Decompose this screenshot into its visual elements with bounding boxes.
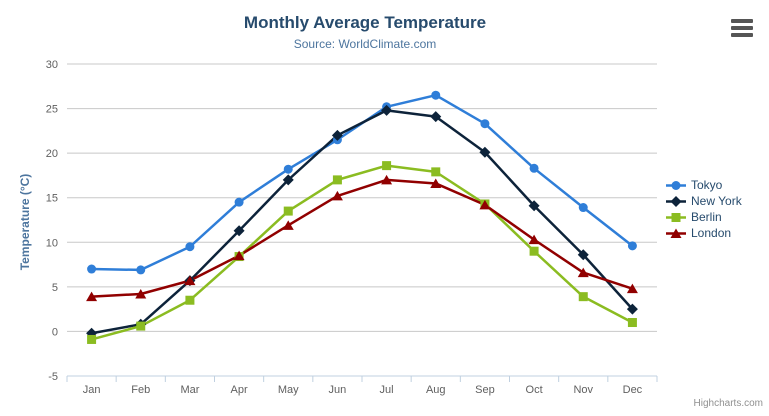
marker-london-may[interactable] xyxy=(282,220,294,230)
x-axis-label: Mar xyxy=(180,384,199,396)
marker-london-dec[interactable] xyxy=(626,283,638,294)
marker-tokyo-mar[interactable] xyxy=(185,242,195,252)
hamburger-icon xyxy=(731,26,753,30)
x-axis-label: Apr xyxy=(231,384,248,396)
export-menu-button[interactable] xyxy=(731,17,757,39)
y-axis-label: 15 xyxy=(46,193,58,205)
x-axis-label: Feb xyxy=(131,384,150,396)
marker-new-york-sep[interactable] xyxy=(479,146,491,158)
credits-link[interactable]: Highcharts.com xyxy=(693,398,763,409)
marker-new-york-nov[interactable] xyxy=(577,249,589,261)
x-axis-label: May xyxy=(278,384,299,396)
series-line-new-york[interactable] xyxy=(90,109,634,335)
marker-berlin-dec[interactable] xyxy=(627,318,637,328)
legend-item-london[interactable]: London xyxy=(666,225,742,241)
y-axis-label: 25 xyxy=(46,104,58,116)
marker-london-aug[interactable] xyxy=(430,178,442,188)
marker-tokyo-aug[interactable] xyxy=(431,90,441,100)
x-axis-label: Jan xyxy=(83,384,101,396)
y-axis-label: 10 xyxy=(46,237,58,249)
chart-title: Monthly Average Temperature xyxy=(243,13,487,32)
y-axis-label: 20 xyxy=(46,148,58,160)
legend-item-berlin[interactable]: Berlin xyxy=(666,209,742,225)
x-axis-label: Jul xyxy=(380,384,394,396)
y-axis-label: 5 xyxy=(52,282,58,294)
series-line-tokyo[interactable] xyxy=(90,93,634,272)
marker-london-nov[interactable] xyxy=(577,267,589,278)
x-axis-label: Nov xyxy=(573,384,593,396)
marker-new-york-jul[interactable] xyxy=(381,104,393,116)
hamburger-icon xyxy=(731,19,753,23)
marker-tokyo-oct[interactable] xyxy=(529,163,539,173)
legend-label-london: London xyxy=(691,226,732,240)
series-line-berlin[interactable] xyxy=(90,164,634,341)
marker-london-oct[interactable] xyxy=(528,234,540,245)
marker-berlin-oct[interactable] xyxy=(529,246,539,256)
legend: Tokyo New York Berlin London xyxy=(666,177,742,241)
marker-london-mar[interactable] xyxy=(184,275,196,286)
marker-london-apr[interactable] xyxy=(233,250,245,261)
marker-new-york-apr[interactable] xyxy=(233,225,245,237)
y-axis-label: -5 xyxy=(48,371,58,383)
marker-berlin-jun[interactable] xyxy=(332,175,342,185)
marker-tokyo-sep[interactable] xyxy=(480,119,490,129)
legend-symbol-tokyo xyxy=(671,180,681,190)
marker-tokyo-dec[interactable] xyxy=(627,241,637,251)
legend-label-berlin: Berlin xyxy=(691,210,722,224)
marker-tokyo-may[interactable] xyxy=(283,164,293,174)
marker-berlin-jul[interactable] xyxy=(382,161,392,171)
marker-new-york-oct[interactable] xyxy=(528,200,540,212)
triangle-marker-icon xyxy=(666,228,686,238)
legend-item-tokyo[interactable]: Tokyo xyxy=(666,177,742,193)
legend-symbol-berlin xyxy=(671,212,681,222)
x-axis-label: Jun xyxy=(329,384,347,396)
marker-new-york-aug[interactable] xyxy=(430,111,442,123)
x-axis-label: Oct xyxy=(526,384,543,396)
marker-tokyo-nov[interactable] xyxy=(578,203,588,213)
marker-tokyo-apr[interactable] xyxy=(234,197,244,207)
legend-label-new-york: New York xyxy=(691,194,742,208)
hamburger-icon xyxy=(731,33,753,37)
marker-london-jan[interactable] xyxy=(86,291,98,302)
square-marker-icon xyxy=(666,212,686,222)
marker-berlin-may[interactable] xyxy=(283,206,293,216)
legend-symbol-new-york xyxy=(670,195,682,207)
marker-berlin-jan[interactable] xyxy=(87,334,97,344)
marker-london-feb[interactable] xyxy=(135,288,147,299)
x-axis-label: Sep xyxy=(475,384,495,396)
marker-london-jun[interactable] xyxy=(331,190,343,201)
x-axis-label: Aug xyxy=(426,384,446,396)
x-axis-label: Dec xyxy=(623,384,643,396)
circle-marker-icon xyxy=(666,180,686,190)
series-line-london[interactable] xyxy=(90,178,634,298)
marker-tokyo-feb[interactable] xyxy=(136,265,146,275)
marker-berlin-nov[interactable] xyxy=(578,292,588,302)
y-axis-title: Temperature (°C) xyxy=(18,173,32,271)
marker-tokyo-jan[interactable] xyxy=(87,264,97,274)
legend-item-new-york[interactable]: New York xyxy=(666,193,742,209)
legend-label-tokyo: Tokyo xyxy=(691,178,723,192)
legend-symbol-london xyxy=(670,228,682,238)
diamond-marker-icon xyxy=(666,195,686,207)
marker-london-jul[interactable] xyxy=(381,174,393,185)
y-axis-label: 30 xyxy=(46,59,58,71)
marker-new-york-may[interactable] xyxy=(282,174,294,186)
y-axis-label: 0 xyxy=(52,326,58,338)
chart-subtitle: Source: WorldClimate.com xyxy=(293,37,437,51)
marker-new-york-dec[interactable] xyxy=(626,303,638,315)
marker-berlin-mar[interactable] xyxy=(185,295,195,305)
marker-berlin-feb[interactable] xyxy=(136,321,146,331)
marker-london-sep[interactable] xyxy=(479,199,491,210)
marker-berlin-aug[interactable] xyxy=(431,167,441,177)
marker-new-york-jun[interactable] xyxy=(331,129,343,141)
